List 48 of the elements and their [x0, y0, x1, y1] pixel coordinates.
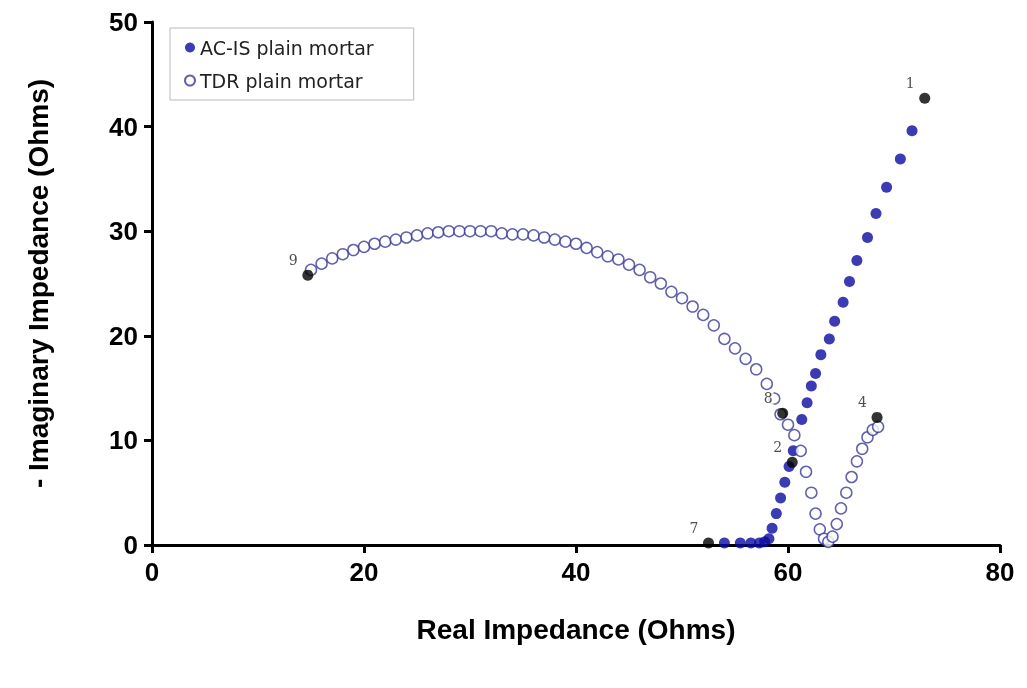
y-tick-label: 40 — [109, 111, 138, 142]
point — [823, 333, 835, 345]
annotation: 7 — [689, 519, 699, 536]
point — [796, 413, 808, 425]
point — [801, 397, 813, 409]
annotation: 1 — [905, 75, 915, 92]
point — [763, 533, 775, 545]
point — [775, 492, 787, 504]
annotation: 9 — [288, 252, 298, 269]
point — [881, 181, 893, 193]
y-tick-label: 50 — [109, 7, 138, 37]
x-tick-label: 20 — [349, 557, 379, 587]
y-tick-label: 10 — [109, 425, 138, 456]
x-tick-label: 60 — [773, 557, 803, 587]
point — [766, 522, 778, 534]
point — [815, 349, 827, 361]
point — [302, 269, 314, 281]
point — [805, 380, 817, 392]
y-tick-label: 0 — [123, 530, 138, 560]
point — [919, 92, 931, 104]
point — [770, 508, 782, 520]
point — [829, 315, 841, 327]
point — [906, 125, 918, 137]
legend-label: AC-IS plain mortar — [200, 36, 374, 59]
point — [810, 367, 822, 379]
annotation: 8 — [763, 390, 773, 407]
point — [843, 275, 855, 287]
point — [718, 537, 730, 549]
legend-label: TDR plain mortar — [199, 69, 363, 92]
point — [851, 254, 863, 266]
point — [862, 231, 873, 243]
annotation: 4 — [858, 394, 868, 411]
y-axis-title: - Imaginary Impedance (Ohms) — [22, 78, 54, 489]
point — [703, 537, 714, 549]
point — [870, 207, 882, 219]
y-tick-label: 30 — [109, 216, 138, 247]
x-tick-label: 40 — [561, 557, 591, 587]
point — [734, 537, 746, 549]
point — [779, 476, 791, 488]
y-tick-label: 20 — [109, 320, 138, 351]
point — [837, 296, 849, 308]
point — [894, 153, 906, 165]
x-axis-title: Real Impedance (Ohms) — [416, 613, 736, 645]
x-tick-label: 80 — [985, 557, 1015, 587]
point — [786, 456, 798, 468]
point — [871, 411, 883, 423]
annotation: 2 — [773, 439, 783, 456]
x-tick-label: 0 — [144, 557, 160, 587]
